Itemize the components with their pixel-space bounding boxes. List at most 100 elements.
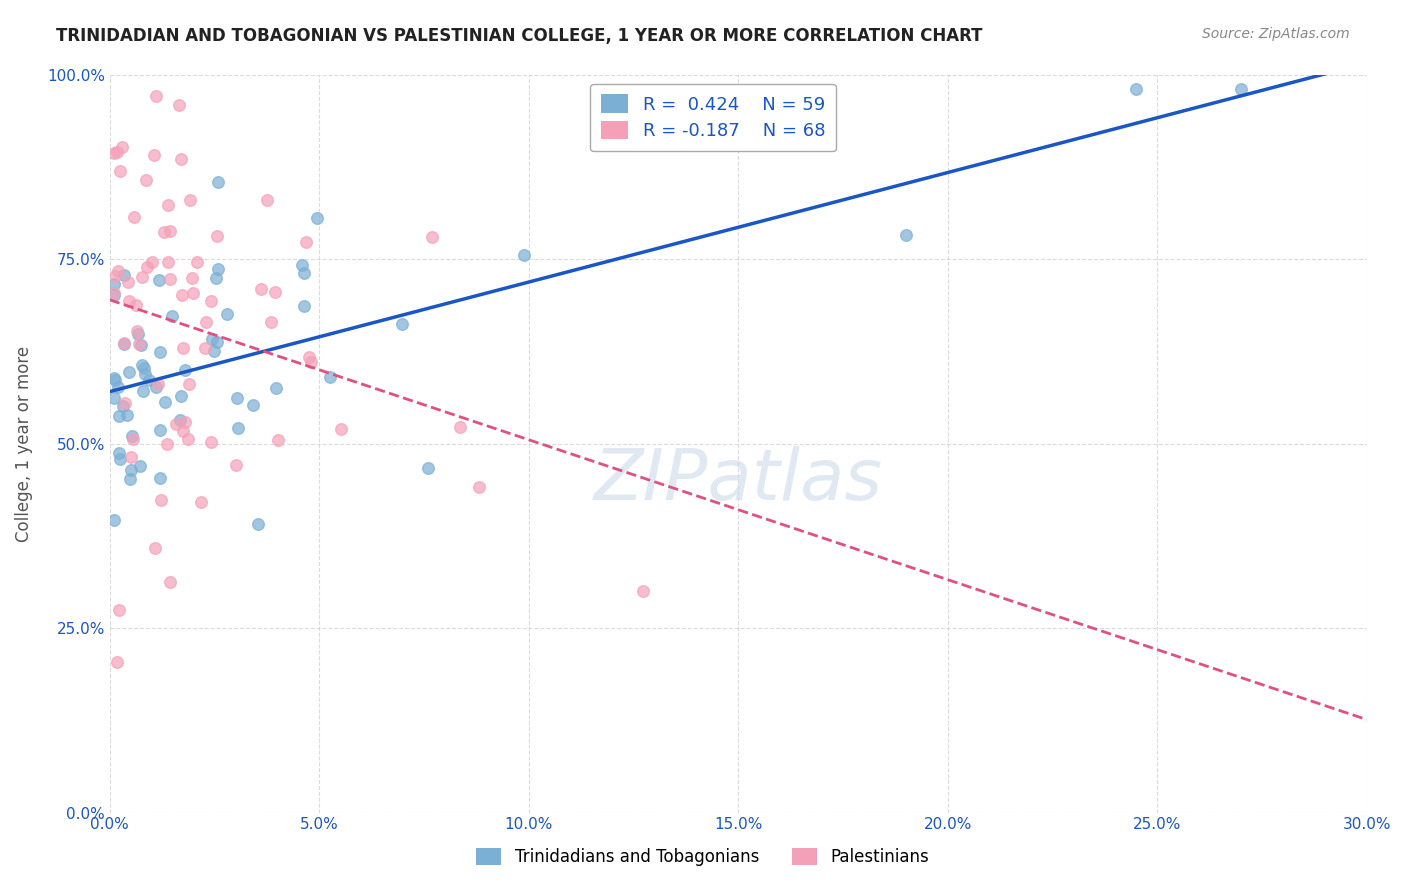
Point (159, 272, 181, 286)
Point (136, 260, 159, 274)
Point (157, 255, 180, 269)
Point (225, 458, 247, 472)
Point (135, 173, 157, 187)
Point (108, 452, 131, 467)
Point (299, 355, 322, 369)
Point (120, 463, 142, 477)
Point (143, 541, 166, 556)
Point (225, 391, 247, 405)
Point (195, 315, 218, 329)
Point (307, 211, 329, 226)
Point (1125, 82, 1147, 96)
Point (108, 409, 131, 424)
Point (329, 422, 352, 436)
Point (112, 268, 135, 282)
Point (103, 371, 125, 385)
Point (420, 229, 443, 244)
Point (128, 337, 150, 351)
Point (250, 282, 273, 296)
Text: Source: ZipAtlas.com: Source: ZipAtlas.com (1202, 27, 1350, 41)
Point (291, 259, 314, 273)
Point (131, 358, 153, 372)
Point (205, 228, 228, 243)
Point (201, 332, 224, 346)
Point (513, 248, 536, 262)
Point (142, 148, 165, 162)
Point (242, 399, 264, 413)
Point (160, 309, 183, 323)
Point (159, 223, 181, 237)
Point (148, 272, 170, 286)
Point (174, 415, 197, 429)
Point (631, 583, 654, 598)
Point (118, 293, 141, 308)
Point (894, 227, 917, 242)
Point (172, 287, 194, 301)
Point (167, 97, 190, 112)
Point (145, 380, 167, 394)
Point (153, 225, 176, 239)
Point (150, 493, 173, 508)
Point (134, 361, 156, 376)
Point (416, 461, 439, 475)
Point (131, 269, 153, 284)
Point (107, 446, 129, 460)
Point (127, 327, 149, 342)
Legend: Trinidadians and Tobagonians, Palestinians: Trinidadians and Tobagonians, Palestinia… (468, 840, 938, 875)
Point (205, 270, 228, 285)
Point (156, 437, 179, 451)
Point (145, 89, 167, 103)
Point (165, 417, 187, 432)
Point (121, 428, 143, 442)
Point (190, 495, 212, 509)
Point (103, 391, 125, 405)
Point (181, 285, 204, 300)
Point (174, 363, 197, 377)
Point (149, 423, 172, 437)
Point (120, 472, 142, 486)
Point (256, 193, 278, 207)
Point (103, 146, 125, 161)
Point (107, 264, 129, 278)
Point (170, 389, 193, 403)
Point (260, 315, 283, 329)
Point (112, 337, 135, 351)
Point (247, 516, 270, 531)
Point (111, 399, 134, 413)
Point (129, 458, 152, 473)
Point (103, 288, 125, 302)
Point (319, 369, 342, 384)
Point (107, 603, 129, 617)
Point (117, 275, 139, 289)
Point (125, 298, 148, 312)
Point (391, 317, 413, 331)
Point (129, 338, 152, 352)
Point (217, 308, 239, 322)
Point (292, 299, 315, 313)
Point (118, 365, 141, 379)
Point (115, 408, 138, 422)
Point (169, 413, 191, 427)
Point (172, 425, 194, 439)
Point (138, 373, 160, 387)
Point (120, 450, 142, 465)
Point (122, 210, 145, 224)
Point (177, 377, 200, 392)
Point (186, 255, 208, 269)
Point (264, 285, 287, 300)
Point (194, 342, 217, 356)
Point (153, 395, 176, 409)
Point (122, 432, 145, 446)
Point (112, 336, 135, 351)
Point (298, 350, 321, 364)
Point (104, 268, 127, 283)
Point (181, 271, 204, 285)
Point (103, 277, 125, 291)
Point (207, 261, 229, 276)
Point (105, 655, 128, 669)
Point (103, 513, 125, 527)
Point (295, 235, 318, 249)
Point (292, 266, 315, 280)
Point (172, 341, 194, 355)
Point (146, 377, 169, 392)
